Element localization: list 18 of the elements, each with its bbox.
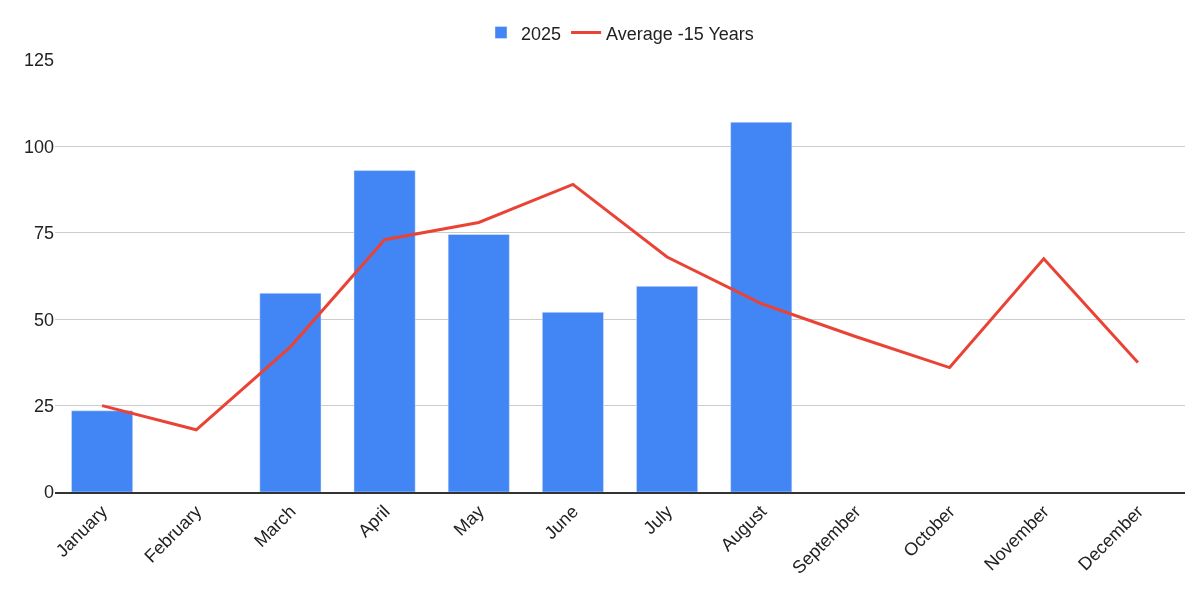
legend-label: 2025 — [521, 23, 562, 44]
bar — [447, 234, 510, 492]
line-series — [100, 182, 1140, 432]
y-tick-label: 0 — [43, 482, 54, 503]
y-tick-label: 100 — [23, 136, 54, 157]
y-tick-label: 75 — [33, 223, 54, 244]
y-tick-label: 25 — [33, 395, 54, 416]
bar — [730, 121, 793, 492]
x-tick-label: May — [449, 501, 488, 540]
y-tick-label: 125 — [23, 50, 54, 71]
legend-label: Average -15 Years — [606, 23, 754, 44]
bar — [71, 410, 133, 492]
y-tick-label: 50 — [33, 309, 54, 330]
x-tick-label: July — [639, 501, 677, 539]
bar — [353, 170, 416, 492]
bar — [636, 286, 698, 492]
bar — [542, 312, 604, 492]
bar — [259, 293, 322, 492]
